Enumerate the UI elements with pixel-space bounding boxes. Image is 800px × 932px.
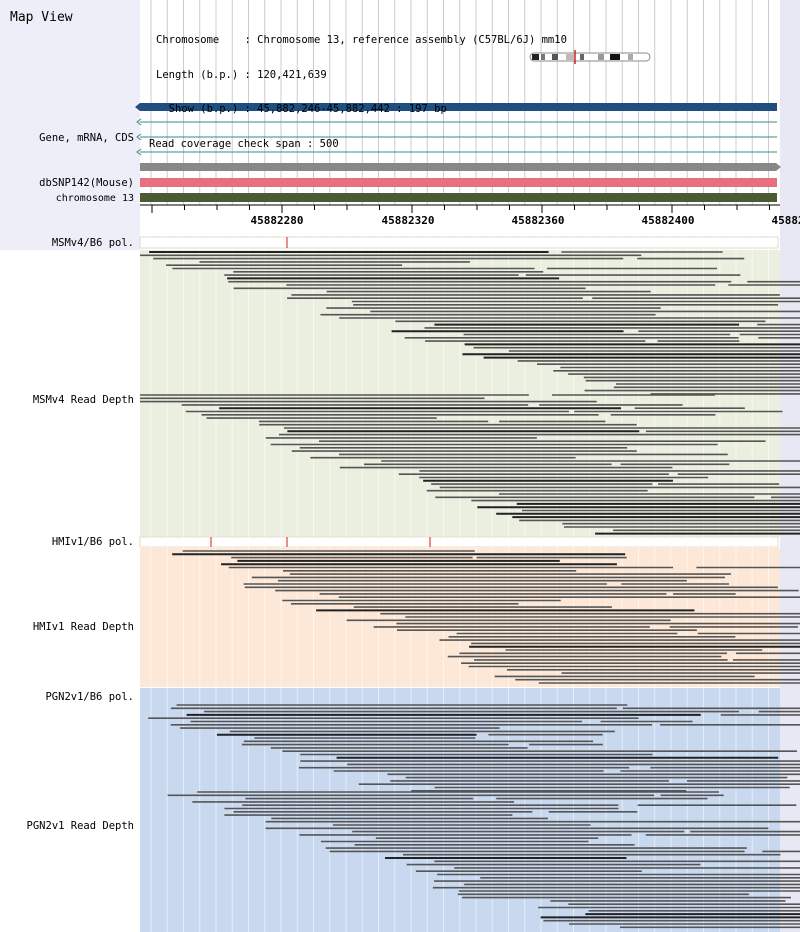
ideogram-band — [552, 54, 558, 60]
info-chromosome: Chromosome : Chromosome 13, reference as… — [156, 34, 567, 46]
ruler-tick-label: 45882440 — [772, 214, 800, 227]
mrna-arrow-icon — [136, 133, 142, 141]
ruler-tick-label: 45882280 — [251, 214, 304, 227]
ideogram-band — [610, 54, 620, 60]
gene-bar — [140, 103, 777, 111]
msm-pol-strip — [139, 236, 779, 249]
snp-gray-bar — [140, 163, 776, 171]
chromosome-bar — [140, 193, 777, 202]
mrna-arrow-icon — [136, 148, 142, 156]
ruler-tick-label: 45882320 — [382, 214, 435, 227]
info-coverage-span: Read coverage check span : 500 — [149, 137, 339, 150]
map-view-title: Map View — [10, 10, 73, 25]
gene-arrow-icon — [135, 103, 140, 111]
ruler-tick-label: 45882400 — [642, 214, 695, 227]
snp-bar — [140, 178, 777, 187]
ideogram-band — [532, 54, 539, 60]
left-label-panel — [0, 0, 140, 250]
ideogram-band — [580, 54, 584, 60]
track-label-chromosome: chromosome 13 — [56, 193, 134, 204]
track-label-hmi-pol: HMIv1/B6 pol. — [52, 536, 134, 548]
track-label-msm-depth: MSMv4 Read Depth — [33, 394, 134, 406]
hmi-pol-strip — [139, 536, 779, 548]
track-label-gene: Gene, mRNA, CDS — [39, 132, 134, 144]
ideogram-band — [541, 54, 545, 60]
track-label-snp: dbSNP142(Mouse) — [39, 177, 134, 189]
ideogram-band — [566, 54, 574, 60]
track-label-msm-pol: MSMv4/B6 pol. — [52, 237, 134, 249]
mrna-arrow-icon — [136, 118, 142, 126]
track-label-hmi-depth: HMIv1 Read Depth — [33, 621, 134, 633]
ruler-tick-label: 45882360 — [512, 214, 565, 227]
right-scroll-strip[interactable] — [780, 0, 800, 932]
ideogram-band — [598, 54, 604, 60]
info-show: Show (b.p.) : 45,882,246-45,882,442 : 19… — [156, 103, 447, 115]
chromosome-ideogram — [529, 50, 651, 64]
position-ruler: 45882280 45882320 45882360 45882400 4588… — [251, 214, 800, 227]
snp-arrow-icon — [776, 163, 781, 171]
track-label-pgn-pol: PGN2v1/B6 pol. — [45, 691, 134, 703]
ideogram-band — [628, 54, 633, 60]
region-info: Chromosome : Chromosome 13, reference as… — [149, 12, 567, 173]
info-length: Length (b.p.) : 120,421,639 — [156, 68, 327, 81]
track-label-pgn-depth: PGN2v1 Read Depth — [27, 820, 134, 832]
